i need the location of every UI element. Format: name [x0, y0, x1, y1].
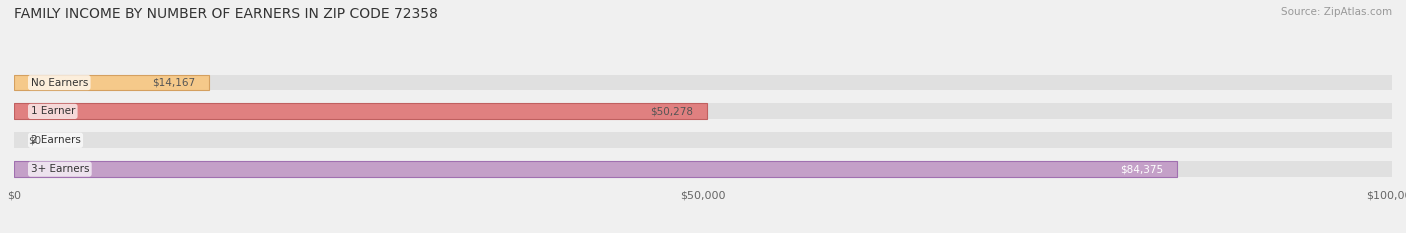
Text: 3+ Earners: 3+ Earners: [31, 164, 89, 174]
Text: $0: $0: [28, 135, 41, 145]
Bar: [14, 161, 1392, 177]
Text: $14,167: $14,167: [152, 78, 195, 88]
Text: No Earners: No Earners: [31, 78, 89, 88]
Bar: [14, 75, 1392, 90]
Bar: [14, 75, 209, 90]
Text: $50,278: $50,278: [650, 106, 693, 116]
Text: $84,375: $84,375: [1119, 164, 1163, 174]
Bar: [14, 132, 1392, 148]
Bar: [14, 161, 1177, 177]
Text: 1 Earner: 1 Earner: [31, 106, 75, 116]
Bar: [14, 103, 1392, 119]
Bar: [14, 103, 707, 119]
Text: Source: ZipAtlas.com: Source: ZipAtlas.com: [1281, 7, 1392, 17]
Text: FAMILY INCOME BY NUMBER OF EARNERS IN ZIP CODE 72358: FAMILY INCOME BY NUMBER OF EARNERS IN ZI…: [14, 7, 437, 21]
Text: 2 Earners: 2 Earners: [31, 135, 80, 145]
